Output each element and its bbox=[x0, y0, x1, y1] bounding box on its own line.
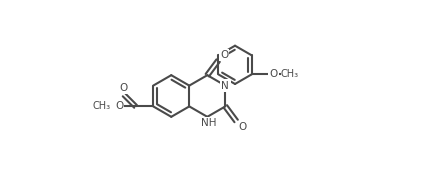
Text: N: N bbox=[221, 81, 229, 91]
Text: O: O bbox=[269, 70, 277, 79]
Text: NH: NH bbox=[201, 118, 216, 128]
Text: O: O bbox=[115, 101, 123, 111]
Text: CH₃: CH₃ bbox=[93, 101, 111, 111]
Text: CH₃: CH₃ bbox=[281, 70, 299, 79]
Text: O: O bbox=[119, 83, 127, 93]
Text: O: O bbox=[220, 50, 228, 60]
Text: O: O bbox=[238, 122, 246, 132]
